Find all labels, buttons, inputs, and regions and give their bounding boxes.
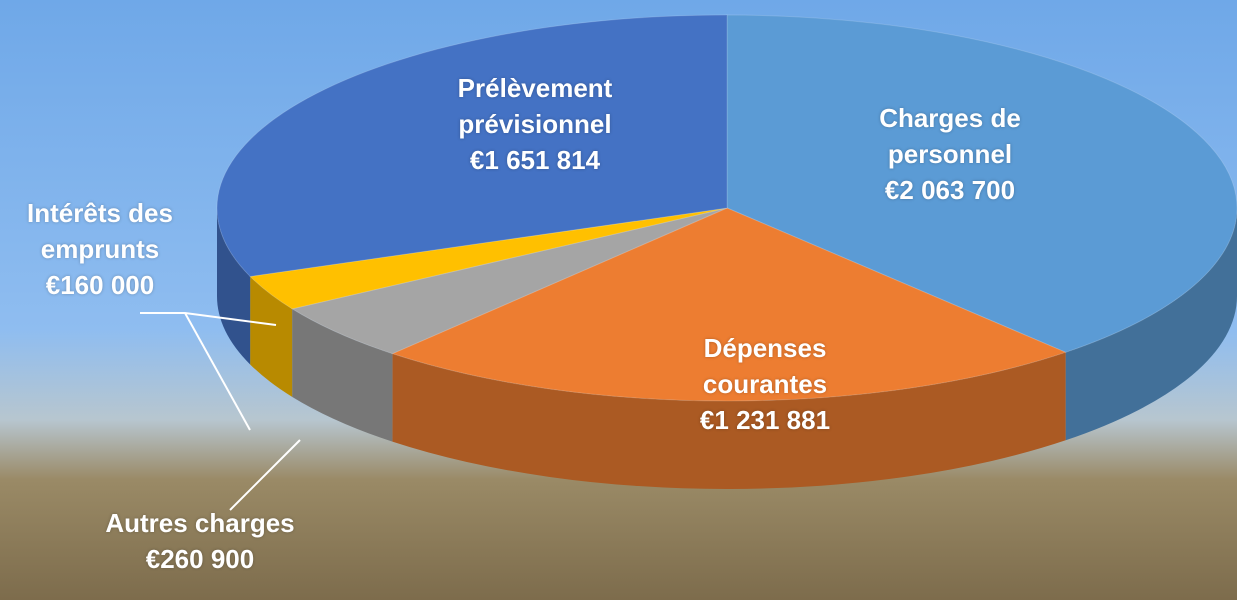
- value-label: €160 000: [5, 267, 195, 303]
- data-label: Prélèvement prévisionnel€1 651 814: [425, 70, 645, 178]
- data-label: Autres charges€260 900: [105, 505, 295, 577]
- leader-line: [230, 440, 300, 510]
- value-label: €1 651 814: [425, 142, 645, 178]
- value-label: €1 231 881: [670, 402, 860, 438]
- category-label: Dépenses courantes: [670, 330, 860, 402]
- data-label: Charges de personnel€2 063 700: [855, 100, 1045, 208]
- data-label: Dépenses courantes€1 231 881: [670, 330, 860, 438]
- value-label: €260 900: [105, 541, 295, 577]
- category-label: Intérêts des emprunts: [5, 195, 195, 267]
- chart: Charges de personnel€2 063 700 Dépenses c…: [0, 0, 1237, 600]
- category-label: Prélèvement prévisionnel: [425, 70, 645, 142]
- category-label: Autres charges: [105, 505, 295, 541]
- category-label: Charges de personnel: [855, 100, 1045, 172]
- value-label: €2 063 700: [855, 172, 1045, 208]
- data-label: Intérêts des emprunts€160 000: [5, 195, 195, 303]
